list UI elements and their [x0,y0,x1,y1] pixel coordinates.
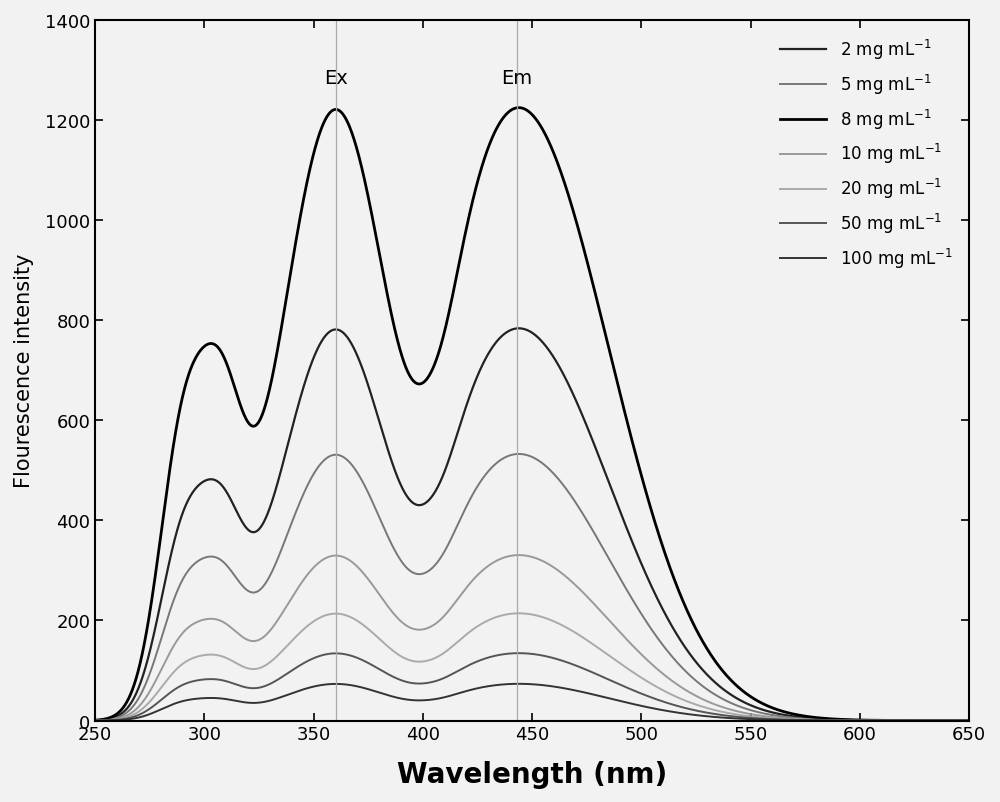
100 mg mL$^{-1}$ [985,716,997,726]
20 mg mL$^{-1}$ [472,622,484,631]
Line: 8 mg mL$^{-1}$: 8 mg mL$^{-1}$ [95,108,991,721]
50 mg mL$^{-1}$ [472,657,484,666]
5 mg mL$^{-1}$ [89,715,101,725]
8 mg mL$^{-1}$ [433,348,445,358]
5 mg mL$^{-1}$ [985,716,997,726]
5 mg mL$^{-1}$ [245,588,257,597]
2 mg mL$^{-1}$ [513,324,525,334]
10 mg mL$^{-1}$ [245,636,257,646]
Line: 20 mg mL$^{-1}$: 20 mg mL$^{-1}$ [95,614,991,721]
10 mg mL$^{-1}$ [191,618,203,627]
2 mg mL$^{-1}$ [191,482,203,492]
Legend: 2 mg mL$^{-1}$, 5 mg mL$^{-1}$, 8 mg mL$^{-1}$, 10 mg mL$^{-1}$, 20 mg mL$^{-1}$: 2 mg mL$^{-1}$, 5 mg mL$^{-1}$, 8 mg mL$… [771,29,961,279]
50 mg mL$^{-1}$ [513,649,525,658]
2 mg mL$^{-1}$ [245,527,257,537]
100 mg mL$^{-1}$ [472,683,484,693]
50 mg mL$^{-1}$ [871,716,883,726]
20 mg mL$^{-1}$ [871,716,883,726]
5 mg mL$^{-1}$ [472,482,484,492]
2 mg mL$^{-1}$ [985,716,997,726]
Text: Ex: Ex [324,69,347,88]
20 mg mL$^{-1}$ [513,609,525,618]
2 mg mL$^{-1}$ [871,715,883,725]
Y-axis label: Flourescence intensity: Flourescence intensity [14,253,34,488]
20 mg mL$^{-1}$ [89,716,101,726]
8 mg mL$^{-1}$ [89,715,101,725]
8 mg mL$^{-1}$ [513,103,525,113]
20 mg mL$^{-1}$ [985,716,997,726]
20 mg mL$^{-1}$ [968,716,980,726]
5 mg mL$^{-1}$ [513,450,525,460]
50 mg mL$^{-1}$ [245,683,257,693]
100 mg mL$^{-1}$ [245,699,257,708]
X-axis label: Wavelength (nm): Wavelength (nm) [397,760,667,788]
2 mg mL$^{-1}$ [968,716,980,726]
10 mg mL$^{-1}$ [472,570,484,580]
2 mg mL$^{-1}$ [89,715,101,725]
20 mg mL$^{-1}$ [245,664,257,674]
100 mg mL$^{-1}$ [433,694,445,703]
100 mg mL$^{-1}$ [89,716,101,726]
50 mg mL$^{-1}$ [985,716,997,726]
20 mg mL$^{-1}$ [191,652,203,662]
Line: 50 mg mL$^{-1}$: 50 mg mL$^{-1}$ [95,654,991,721]
50 mg mL$^{-1}$ [89,716,101,726]
50 mg mL$^{-1}$ [433,675,445,685]
8 mg mL$^{-1}$ [968,716,980,726]
10 mg mL$^{-1}$ [513,551,525,561]
8 mg mL$^{-1}$ [871,715,883,725]
100 mg mL$^{-1}$ [871,716,883,726]
10 mg mL$^{-1}$ [871,716,883,726]
10 mg mL$^{-1}$ [968,716,980,726]
50 mg mL$^{-1}$ [968,716,980,726]
20 mg mL$^{-1}$ [433,651,445,661]
5 mg mL$^{-1}$ [191,557,203,566]
100 mg mL$^{-1}$ [191,694,203,703]
Line: 2 mg mL$^{-1}$: 2 mg mL$^{-1}$ [95,329,991,721]
8 mg mL$^{-1}$ [472,178,484,188]
2 mg mL$^{-1}$ [472,371,484,381]
8 mg mL$^{-1}$ [191,350,203,360]
50 mg mL$^{-1}$ [191,676,203,686]
5 mg mL$^{-1}$ [433,556,445,565]
Text: Em: Em [501,69,532,88]
100 mg mL$^{-1}$ [513,679,525,689]
8 mg mL$^{-1}$ [245,421,257,431]
Line: 5 mg mL$^{-1}$: 5 mg mL$^{-1}$ [95,455,991,721]
5 mg mL$^{-1}$ [871,715,883,725]
5 mg mL$^{-1}$ [968,716,980,726]
10 mg mL$^{-1}$ [985,716,997,726]
10 mg mL$^{-1}$ [89,715,101,725]
Line: 100 mg mL$^{-1}$: 100 mg mL$^{-1}$ [95,684,991,721]
Line: 10 mg mL$^{-1}$: 10 mg mL$^{-1}$ [95,556,991,721]
10 mg mL$^{-1}$ [433,617,445,626]
100 mg mL$^{-1}$ [968,716,980,726]
8 mg mL$^{-1}$ [985,716,997,726]
2 mg mL$^{-1}$ [433,480,445,490]
